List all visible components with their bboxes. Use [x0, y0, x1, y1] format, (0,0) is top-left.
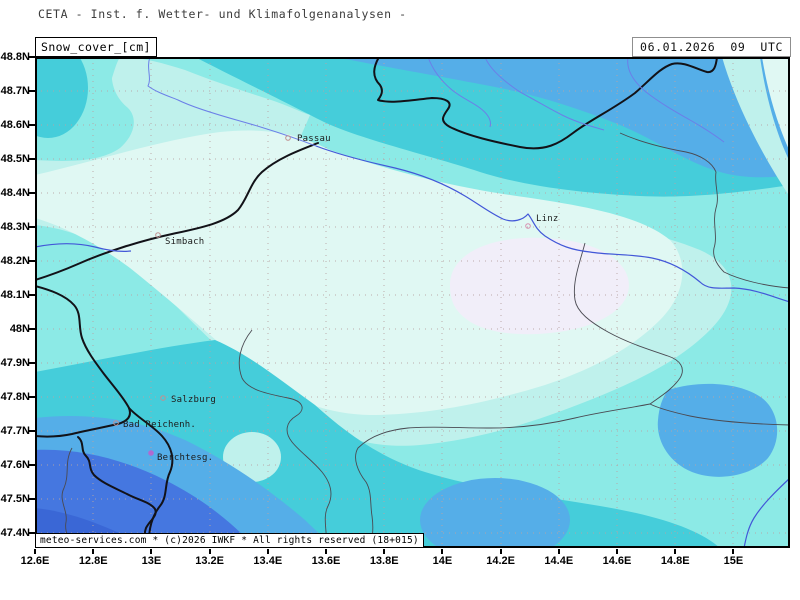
lat-tick [29, 294, 35, 296]
lat-tick-label: 48.4N [0, 187, 30, 199]
lon-tick-label: 12.8E [78, 555, 108, 567]
lon-tick [34, 549, 36, 554]
lat-tick [29, 464, 35, 466]
lat-tick [29, 192, 35, 194]
city-marker [525, 223, 531, 229]
map-canvas: Passau Simbach Linz Salzburg Bad Reichenh. Be… [35, 57, 790, 548]
lat-tick-label: 48.5N [0, 153, 30, 165]
lat-tick-label: 47.6N [0, 459, 30, 471]
river-inn [35, 243, 132, 252]
lat-tick-label: 48.1N [0, 289, 30, 301]
lon-tick [325, 549, 327, 554]
lat-tick [29, 260, 35, 262]
river-czech-1 [427, 57, 491, 128]
lon-tick [92, 549, 95, 554]
lat-tick-label: 47.8N [0, 391, 30, 403]
city-marker [155, 232, 161, 238]
lon-tick [616, 549, 618, 554]
city-label: Linz [536, 214, 558, 224]
lat-tick [29, 158, 35, 160]
lat-tick [29, 532, 35, 534]
institute-header: CETA - Inst. f. Wetter- und Klimafolgena… [38, 7, 407, 21]
lon-tick-label: 14.8E [660, 555, 690, 567]
lon-tick-label: 14E [432, 555, 453, 567]
lon-tick [441, 549, 444, 554]
lon-tick [499, 549, 502, 554]
lat-tick [29, 226, 35, 228]
city-markers: Passau Simbach Linz Salzburg Bad Reichenh. Be… [113, 134, 558, 463]
datetime-box: 06.01.2026 09 UTC [632, 37, 791, 57]
lat-tick [29, 124, 35, 126]
city-label: Bad Reichenh. [123, 420, 196, 430]
lat-tick [29, 362, 35, 364]
city-marker [113, 420, 119, 426]
river-czech-3 [627, 57, 725, 143]
lon-tick-label: 12.6E [20, 555, 50, 567]
lon-tick-label: 13.8E [369, 555, 399, 567]
lon-tick [383, 549, 386, 554]
city-label: Simbach [165, 237, 204, 247]
lat-tick [29, 56, 35, 58]
lon-tick [557, 549, 560, 554]
lat-tick [29, 90, 35, 92]
lon-tick-label: 14.6E [602, 555, 632, 567]
snow-cover-field [35, 57, 790, 548]
river-bottom-right [743, 477, 790, 548]
lon-tick-label: 15E [723, 555, 744, 567]
lat-tick-label: 48.2N [0, 255, 30, 267]
lat-tick-label: 48N [9, 323, 30, 335]
lat-tick-label: 48.7N [0, 85, 30, 97]
lon-tick-label: 13.4E [253, 555, 283, 567]
rivers [35, 57, 790, 548]
lat-tick-label: 48.8N [0, 51, 30, 63]
lon-tick-label: 13.6E [311, 555, 341, 567]
copyright-box: meteo-services.com * (c)2026 IWKF * All … [35, 533, 424, 548]
river-ilz [147, 57, 317, 147]
lon-tick [266, 549, 269, 554]
variable-title-box: Snow_cover_[cm] [35, 37, 157, 57]
lat-tick [29, 396, 35, 398]
city-label: Berchtesg. [157, 453, 213, 463]
lat-tick-label: 47.9N [0, 357, 30, 369]
lat-tick-label: 47.7N [0, 425, 30, 437]
lat-tick [29, 328, 35, 330]
lat-tick [29, 430, 35, 432]
city-marker [285, 135, 291, 141]
lon-tick [208, 549, 211, 554]
city-label: Passau [297, 134, 331, 144]
country-borders [35, 57, 718, 548]
lat-tick-label: 48.6N [0, 119, 30, 131]
river-czech-2 [484, 57, 605, 131]
snow-cover-map: Passau Simbach Linz Salzburg Bad Reichenh. Be… [35, 57, 790, 548]
river-danube [315, 145, 790, 303]
city-marker [160, 395, 166, 401]
city-label: Salzburg [171, 395, 216, 405]
lat-tick-label: 47.5N [0, 493, 30, 505]
lat-tick-label: 48.3N [0, 221, 30, 233]
lon-tick-label: 14.2E [486, 555, 515, 567]
lon-tick-label: 14.4E [544, 555, 574, 567]
lon-tick [150, 549, 153, 554]
city-marker [148, 450, 154, 456]
lon-tick-label: 13.2E [195, 555, 224, 567]
lon-tick-label: 13E [141, 555, 162, 567]
lat-tick-label: 47.4N [0, 527, 30, 539]
lon-tick [674, 549, 677, 554]
lat-tick [29, 498, 35, 500]
lon-tick [732, 549, 735, 554]
